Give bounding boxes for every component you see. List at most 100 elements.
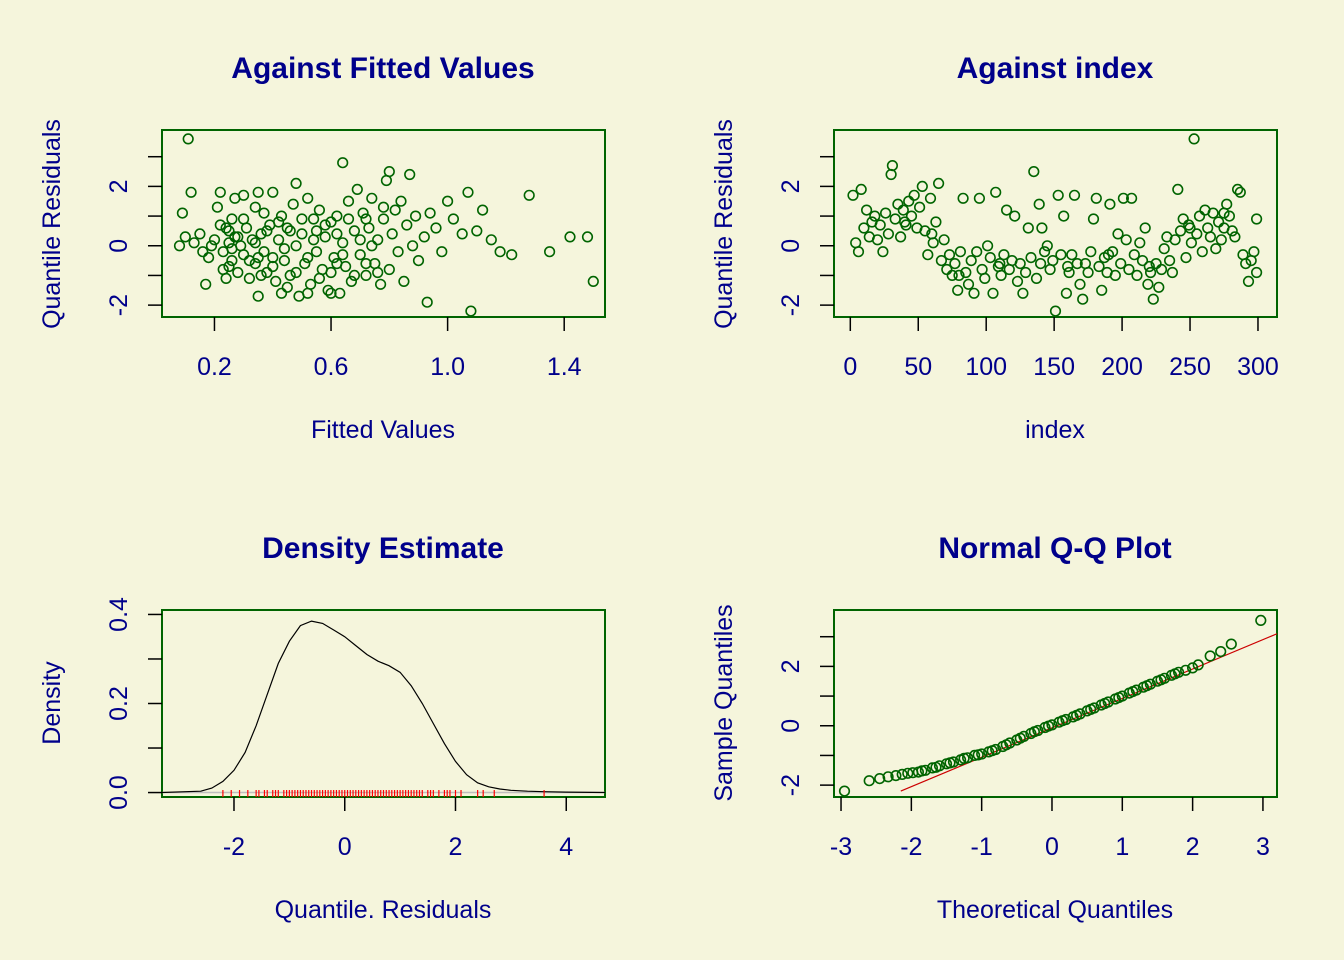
data-point [436,246,448,258]
data-point [1184,222,1196,234]
panel-index: Against index index Quantile Residuals 0… [710,52,1279,444]
data-point [871,234,884,246]
data-point [1136,255,1149,267]
data-point [229,231,241,243]
data-point [847,189,859,201]
data-point [1000,204,1013,216]
x-tick-label: 200 [1101,353,1143,381]
data-point [972,749,984,761]
data-point [986,745,998,757]
x-tick-label: -2 [900,833,922,861]
data-point [226,255,238,267]
data-point [930,216,942,228]
data-point [281,222,293,234]
data-point [1055,249,1067,261]
data-point [1147,293,1159,305]
x-tick-label: 1.4 [547,353,582,381]
data-point [990,186,1002,198]
data-point [913,201,926,213]
data-point [1166,266,1178,279]
data-point [261,225,273,237]
data-point [386,228,398,240]
data-point [223,237,235,249]
data-point [1163,255,1176,267]
data-point [1052,189,1064,201]
data-point [954,246,967,258]
panel-density-marks: -2 0 2 4 0.0 0.2 0.4 [105,597,606,861]
data-point [1063,266,1075,279]
data-point [1070,709,1083,722]
data-point [869,210,881,222]
data-point [1112,228,1124,240]
data-point [973,192,986,204]
data-point [334,287,346,299]
data-point [418,231,430,243]
x-tick-label: 100 [965,353,1007,381]
data-point [1117,192,1129,204]
data-point [494,246,506,258]
data-point [1074,278,1086,290]
data-point [882,771,894,783]
plot-frame [833,609,1278,798]
data-point [938,234,950,246]
data-point [1131,269,1143,282]
data-point [261,266,273,279]
data-point [182,133,194,145]
data-point [1188,133,1200,145]
data-point [1242,275,1255,288]
data-point [858,222,870,234]
data-point [310,246,323,258]
data-point [331,228,343,240]
data-point [485,234,497,246]
data-point [1009,210,1021,222]
x-tick-label: 1.0 [430,353,465,381]
data-point [465,305,477,317]
data-point [1104,198,1116,210]
panel-fitted-ylabel: Quantile Residuals [38,119,66,329]
data-point [351,183,363,195]
x-tick-label: 0.2 [197,353,232,381]
data-point [302,287,314,299]
data-point [342,195,355,207]
panel-fitted-xlabel: Fitted Values [311,416,455,444]
data-point [1042,720,1055,732]
data-point [1060,287,1072,299]
data-point [916,180,928,192]
data-point [882,228,895,240]
data-point [1215,234,1227,246]
data-point [447,213,460,225]
data-point [1036,222,1048,234]
data-point [979,272,991,285]
x-tick-label: 0 [843,353,857,381]
data-point [372,266,384,279]
data-point [322,284,334,296]
data-point [543,246,556,258]
x-tick-label: -1 [971,833,993,861]
data-point [383,166,395,178]
data-point [994,258,1006,270]
data-point [249,258,261,270]
x-tick-label: 1 [1115,833,1129,861]
data-point [1014,258,1026,270]
data-point [581,231,594,243]
x-tick-label: -2 [223,833,245,861]
data-point [1128,249,1140,261]
data-point [896,768,908,781]
data-point [877,246,889,258]
data-point [1093,260,1105,273]
data-point [383,263,395,276]
y-tick-label: 0.2 [105,686,133,721]
data-point [325,287,337,299]
data-point [366,240,378,252]
data-point [1153,281,1165,293]
data-point [310,225,323,237]
data-point [874,219,886,231]
data-point [952,284,964,296]
data-point [1234,186,1246,198]
data-point [965,255,977,267]
data-point [1155,674,1167,686]
data-point [275,210,288,222]
data-point [421,296,433,308]
data-point [220,272,232,285]
data-point [879,207,892,219]
